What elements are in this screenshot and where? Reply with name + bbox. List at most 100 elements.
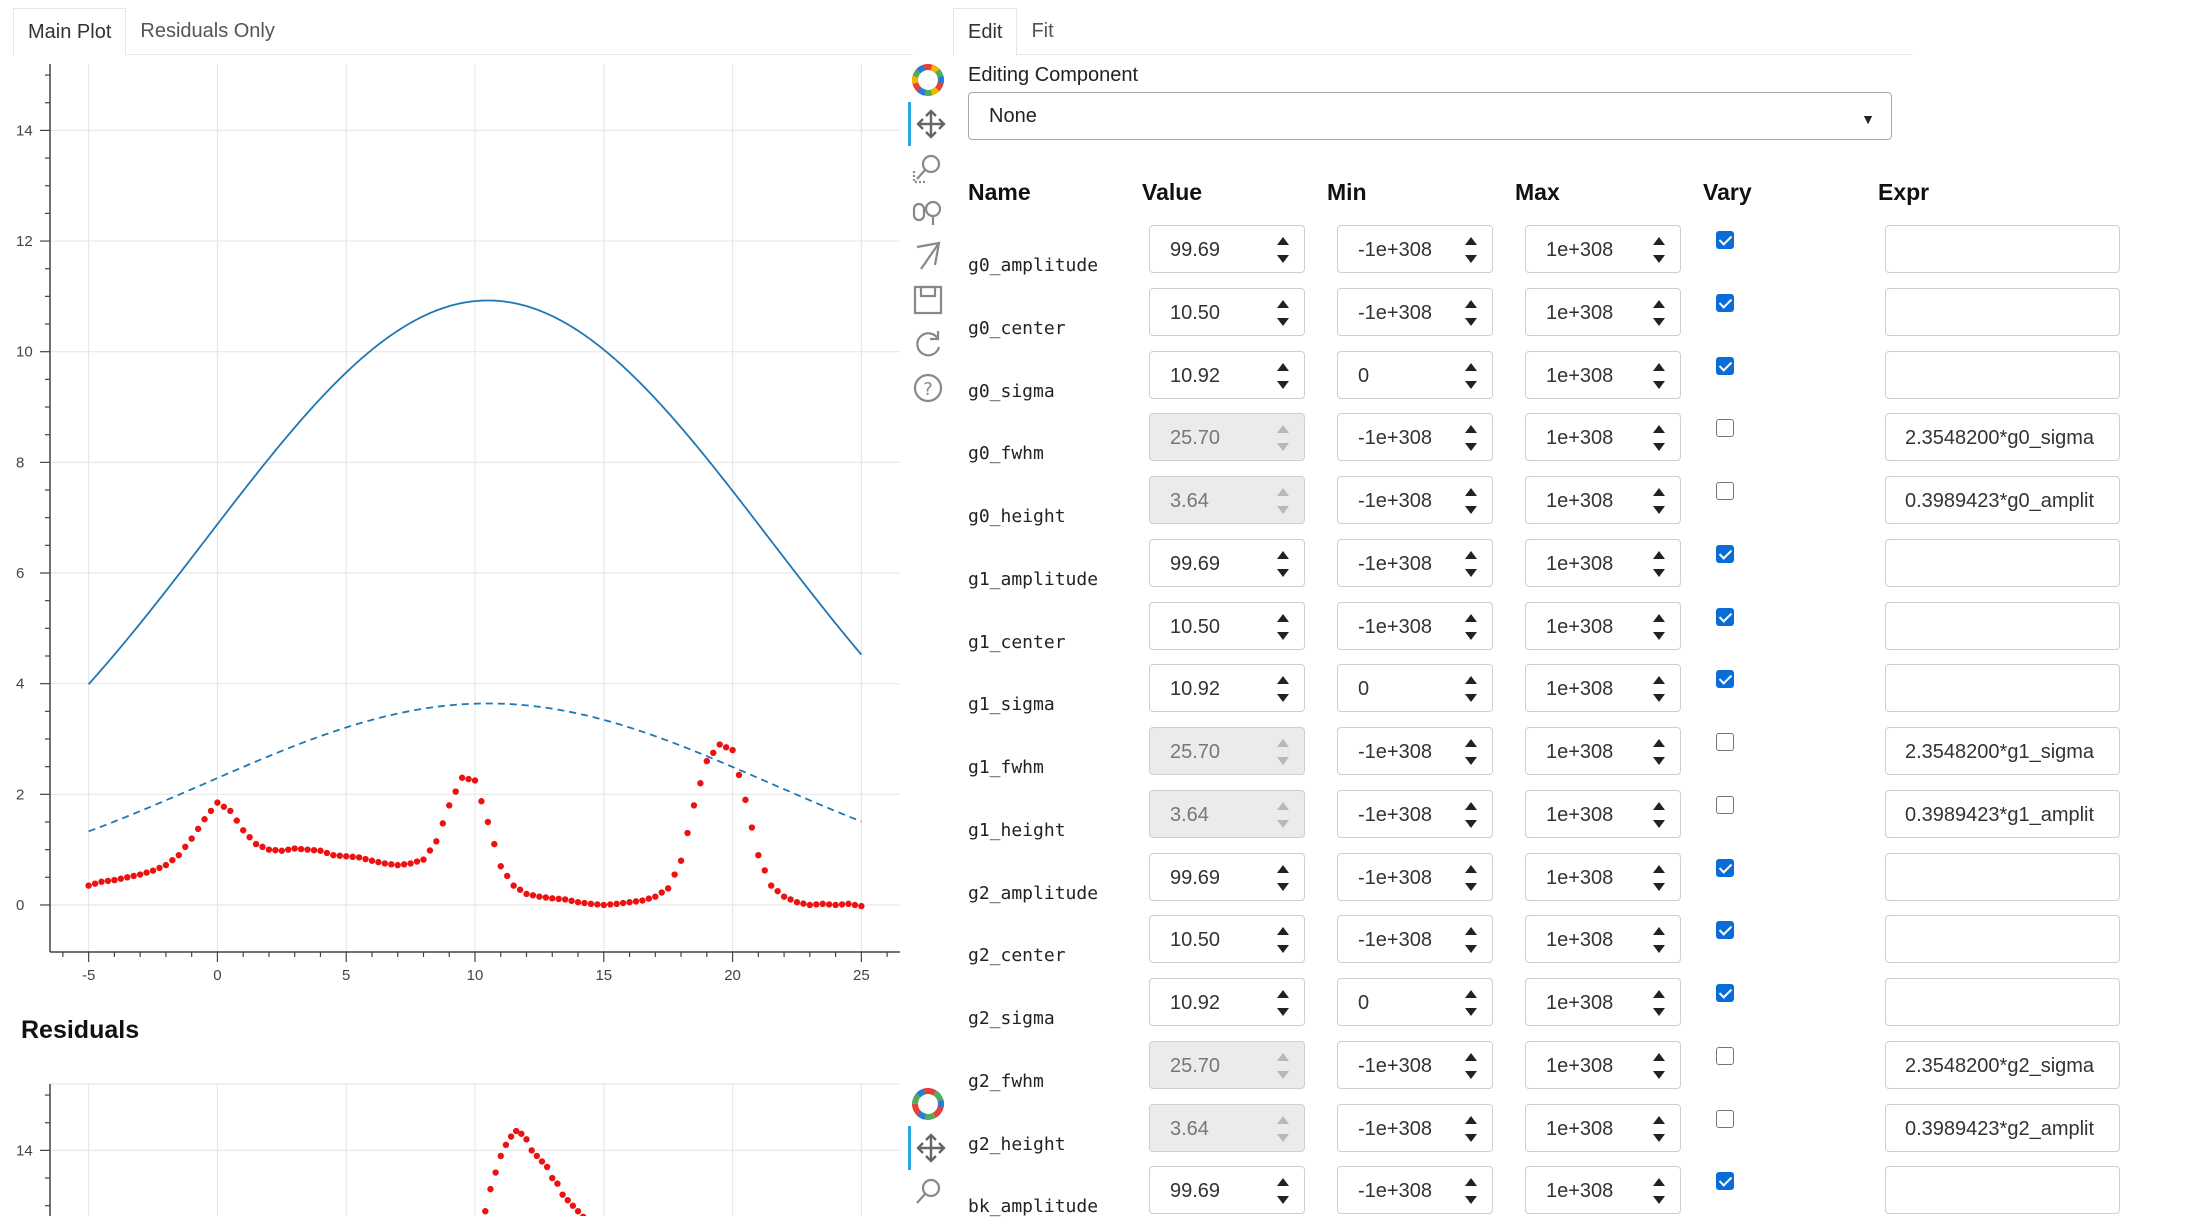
value-spinner[interactable]: 10.92 [1149, 350, 1305, 399]
spinner-arrows-icon[interactable] [1464, 862, 1478, 894]
spinner-arrows-icon[interactable] [1652, 1050, 1666, 1082]
expr-input[interactable] [1885, 350, 2120, 399]
spinner-arrows-icon[interactable] [1464, 360, 1478, 392]
vary-checkbox[interactable] [1716, 984, 1734, 1002]
spinner-arrows-icon[interactable] [1464, 736, 1478, 768]
spinner-arrows-icon[interactable] [1652, 297, 1666, 329]
spinner-arrows-icon[interactable] [1652, 862, 1666, 894]
wheel-zoom-icon[interactable] [908, 190, 948, 234]
spinner-arrows-icon[interactable] [1464, 548, 1478, 580]
max-spinner[interactable]: 1e+308 [1525, 225, 1681, 273]
vary-checkbox[interactable] [1716, 921, 1734, 940]
max-spinner[interactable]: 1e+308 [1525, 1040, 1681, 1089]
value-spinner[interactable]: 10.92 [1149, 664, 1305, 713]
tab-fit[interactable]: Fit [1031, 20, 1054, 42]
tap-icon[interactable] [908, 234, 948, 278]
expr-input[interactable] [1885, 287, 2120, 336]
spinner-arrows-icon[interactable] [1652, 1113, 1666, 1145]
box-zoom-icon[interactable] [908, 1170, 948, 1214]
min-spinner[interactable]: -1e+308 [1337, 789, 1493, 838]
expr-input[interactable]: 2.3548200*g1_sigma [1885, 727, 2120, 775]
expr-input[interactable] [1885, 225, 2120, 273]
spinner-arrows-icon[interactable] [1464, 297, 1478, 329]
value-spinner[interactable]: 99.69 [1149, 538, 1305, 587]
spinner-arrows-icon[interactable] [1652, 673, 1666, 705]
vary-checkbox[interactable] [1716, 419, 1734, 438]
max-spinner[interactable]: 1e+308 [1525, 852, 1681, 901]
save-icon[interactable] [908, 278, 948, 322]
expr-input[interactable] [1885, 915, 2120, 964]
min-spinner[interactable]: -1e+308 [1337, 538, 1493, 587]
vary-checkbox[interactable] [1716, 1109, 1734, 1128]
min-spinner[interactable]: -1e+308 [1337, 1166, 1493, 1215]
pan-icon[interactable] [908, 1126, 951, 1170]
spinner-arrows-icon[interactable] [1652, 234, 1666, 266]
spinner-arrows-icon[interactable] [1464, 673, 1478, 705]
expr-input[interactable]: 0.3989423*g1_amplit [1885, 789, 2120, 838]
spinner-arrows-icon[interactable] [1652, 485, 1666, 517]
max-spinner[interactable]: 1e+308 [1525, 601, 1681, 650]
bokeh-logo-icon[interactable] [908, 1082, 948, 1126]
vary-checkbox[interactable] [1716, 670, 1734, 689]
main-plot[interactable]: -5 0 5 10 15 20 25 0 2 4 6 8 10 12 14 [0, 62, 905, 1002]
tab-edit[interactable]: Edit [953, 8, 1018, 56]
value-spinner[interactable]: 99.69 [1149, 1166, 1305, 1215]
vary-checkbox[interactable] [1716, 293, 1734, 312]
spinner-arrows-icon[interactable] [1276, 234, 1290, 266]
spinner-arrows-icon[interactable] [1276, 360, 1290, 392]
min-spinner[interactable]: -1e+308 [1337, 727, 1493, 775]
box-zoom-icon[interactable] [908, 146, 948, 190]
spinner-arrows-icon[interactable] [1652, 422, 1666, 454]
value-spinner[interactable]: 99.69 [1149, 852, 1305, 901]
vary-checkbox[interactable] [1716, 1172, 1734, 1191]
editing-component-select[interactable]: None ▼ [968, 92, 1892, 140]
max-spinner[interactable]: 1e+308 [1525, 413, 1681, 462]
expr-input[interactable] [1885, 852, 2120, 901]
spinner-arrows-icon[interactable] [1464, 611, 1478, 643]
min-spinner[interactable]: -1e+308 [1337, 1103, 1493, 1152]
spinner-arrows-icon[interactable] [1652, 924, 1666, 956]
expr-input[interactable] [1885, 538, 2120, 587]
bokeh-logo-icon[interactable] [908, 58, 948, 102]
spinner-arrows-icon[interactable] [1464, 987, 1478, 1019]
max-spinner[interactable]: 1e+308 [1525, 664, 1681, 713]
value-spinner[interactable]: 10.50 [1149, 287, 1305, 336]
reset-icon[interactable] [908, 322, 948, 366]
max-spinner[interactable]: 1e+308 [1525, 287, 1681, 336]
tab-main-plot[interactable]: Main Plot [13, 8, 127, 56]
vary-checkbox[interactable] [1716, 858, 1734, 877]
spinner-arrows-icon[interactable] [1276, 673, 1290, 705]
spinner-arrows-icon[interactable] [1652, 736, 1666, 768]
max-spinner[interactable]: 1e+308 [1525, 476, 1681, 524]
residuals-plot[interactable]: 14 [0, 1062, 905, 1216]
spinner-arrows-icon[interactable] [1276, 548, 1290, 580]
spinner-arrows-icon[interactable] [1464, 1050, 1478, 1082]
min-spinner[interactable]: -1e+308 [1337, 852, 1493, 901]
spinner-arrows-icon[interactable] [1652, 1175, 1666, 1207]
expr-input[interactable]: 2.3548200*g0_sigma [1885, 413, 2120, 462]
value-spinner[interactable]: 99.69 [1149, 225, 1305, 273]
expr-input[interactable] [1885, 601, 2120, 650]
vary-checkbox[interactable] [1716, 795, 1734, 814]
spinner-arrows-icon[interactable] [1276, 1175, 1290, 1207]
spinner-arrows-icon[interactable] [1276, 611, 1290, 643]
spinner-arrows-icon[interactable] [1276, 924, 1290, 956]
spinner-arrows-icon[interactable] [1276, 987, 1290, 1019]
spinner-arrows-icon[interactable] [1652, 987, 1666, 1019]
max-spinner[interactable]: 1e+308 [1525, 1166, 1681, 1215]
spinner-arrows-icon[interactable] [1464, 799, 1478, 831]
value-spinner[interactable]: 10.50 [1149, 601, 1305, 650]
max-spinner[interactable]: 1e+308 [1525, 1103, 1681, 1152]
spinner-arrows-icon[interactable] [1276, 297, 1290, 329]
vary-checkbox[interactable] [1716, 1046, 1734, 1065]
spinner-arrows-icon[interactable] [1464, 1175, 1478, 1207]
max-spinner[interactable]: 1e+308 [1525, 727, 1681, 775]
vary-checkbox[interactable] [1716, 733, 1734, 751]
spinner-arrows-icon[interactable] [1464, 924, 1478, 956]
vary-checkbox[interactable] [1716, 356, 1734, 375]
expr-input[interactable] [1885, 978, 2120, 1026]
expr-input[interactable]: 0.3989423*g0_amplit [1885, 476, 2120, 524]
expr-input[interactable] [1885, 1166, 2120, 1215]
min-spinner[interactable]: 0 [1337, 664, 1493, 713]
spinner-arrows-icon[interactable] [1652, 611, 1666, 643]
